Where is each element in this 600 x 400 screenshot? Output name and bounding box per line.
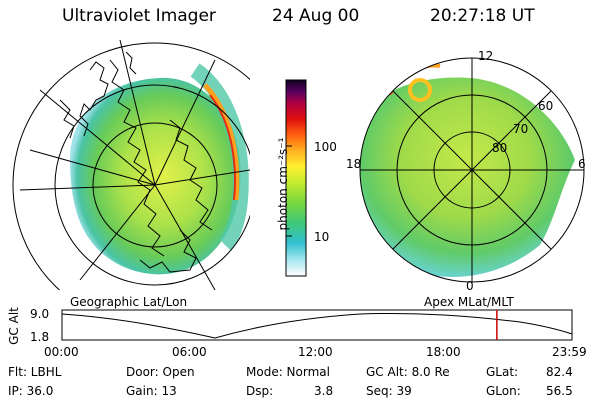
alt-xtick-2359: 23:59 (552, 345, 587, 359)
header-time: 20:27:18 UT (430, 6, 535, 26)
lat-label-60: 60 (538, 99, 554, 113)
alt-xtick-0600: 06:00 (172, 345, 207, 359)
alt-xtick-1200: 12:00 (298, 345, 333, 359)
mlt-label-18: 18 (346, 157, 362, 171)
alt-ylabel: GC Alt (7, 307, 21, 345)
geo-map-label: Geographic Lat/Lon (70, 295, 188, 309)
header-date: 24 Aug 00 (272, 6, 360, 26)
status-mode: Mode: Normal (246, 365, 330, 379)
mlt-label-6: 6 (578, 157, 586, 171)
lat-label-70: 70 (513, 122, 529, 136)
mlt-label-12: 12 (478, 49, 494, 63)
polar-map-label: Apex MLat/MLT (424, 295, 514, 309)
colorbar-unit-label: photon cm⁻²s⁻¹ (276, 137, 290, 231)
status-gcalt: GC Alt: 8.0 Re (366, 365, 450, 379)
status-glat-label: GLat: (486, 365, 519, 379)
instrument-title: Ultraviolet Imager (62, 6, 216, 26)
colorbar-tick-100: 100 (314, 140, 337, 154)
alt-ytick-1-8: 1.8 (30, 330, 50, 344)
status-glon-label: GLon: (486, 384, 521, 398)
lat-label-80: 80 (492, 141, 508, 155)
status-seq: Seq: 39 (366, 384, 412, 398)
status-door: Door: Open (126, 365, 195, 379)
alt-ytick-9: 9.0 (30, 307, 50, 321)
status-ip: IP: 36.0 (8, 384, 54, 398)
mlt-label-0: 0 (466, 279, 474, 293)
status-glat-value: 82.4 (546, 365, 573, 379)
colorbar (285, 79, 307, 277)
alt-xtick-0000: 00:00 (44, 345, 79, 359)
status-gain: Gain: 13 (126, 384, 177, 398)
status-dsp-label: Dsp: (246, 384, 274, 398)
alt-xtick-1800: 18:00 (426, 345, 461, 359)
status-glon-value: 56.5 (546, 384, 573, 398)
status-flt: Flt: LBHL (8, 365, 62, 379)
geographic-map (12, 39, 250, 290)
colorbar-tick-10: 10 (314, 230, 330, 244)
altitude-plot (61, 309, 573, 341)
status-dsp-value: 3.8 (314, 384, 334, 398)
polar-map (359, 57, 585, 283)
